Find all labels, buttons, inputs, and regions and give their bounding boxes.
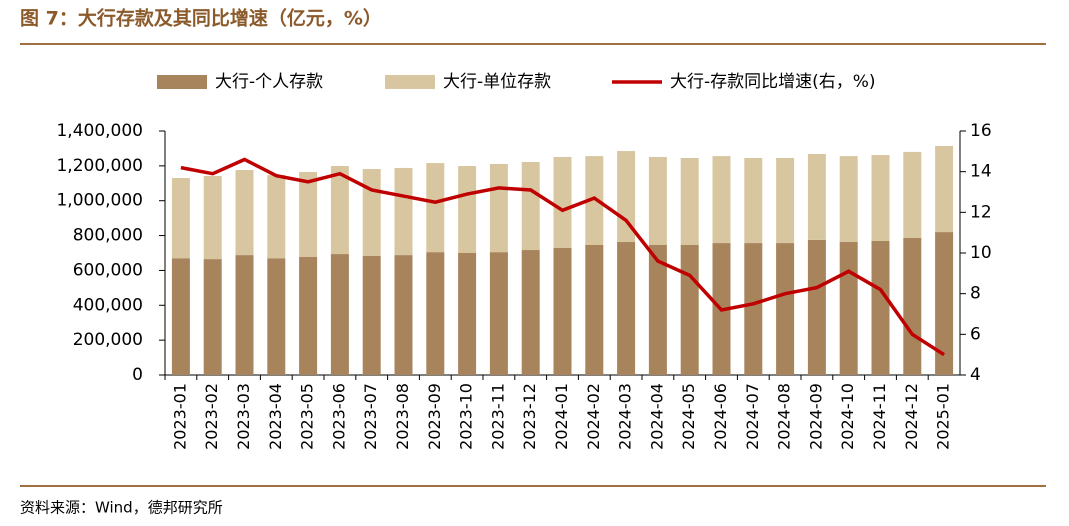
x-tick-label: 2024-12	[902, 383, 921, 450]
x-tick-label: 2023-07	[361, 383, 380, 450]
bar	[585, 244, 604, 375]
x-tick-label: 2024-01	[552, 383, 571, 450]
y2-tick-label: 14	[970, 162, 992, 182]
x-tick-label: 2023-11	[488, 383, 507, 450]
y-tick-label: 800,000	[73, 226, 143, 246]
x-tick-label: 2023-10	[457, 383, 476, 450]
x-tick-label: 2024-04	[647, 383, 666, 450]
y-tick-label: 600,000	[73, 260, 143, 280]
x-tick-label: 2024-10	[838, 383, 857, 450]
x-tick-label: 2024-08	[775, 383, 794, 450]
bar	[776, 158, 795, 244]
bar	[394, 255, 413, 375]
bar	[458, 166, 477, 253]
x-tick-label: 2023-01	[170, 383, 189, 450]
y2-tick-label: 12	[970, 202, 992, 222]
bar	[903, 151, 922, 239]
legend-swatch	[157, 75, 207, 89]
bar	[171, 178, 190, 259]
x-tick-label: 2024-05	[679, 383, 698, 450]
bar	[871, 155, 890, 241]
bar	[235, 255, 254, 375]
bar	[362, 255, 381, 375]
x-tick-label: 2023-12	[520, 383, 539, 450]
x-tick-label: 2023-09	[425, 383, 444, 450]
x-tick-label: 2023-03	[234, 383, 253, 450]
bar	[330, 254, 349, 375]
x-tick-label: 2024-11	[870, 383, 889, 450]
y-tick-label: 1,000,000	[56, 191, 143, 211]
x-tick-label: 2024-06	[711, 383, 730, 450]
y2-tick-label: 8	[970, 284, 981, 304]
x-tick-label: 2023-05	[298, 383, 317, 450]
bar	[299, 257, 318, 375]
y-tick-label: 200,000	[73, 330, 143, 350]
bar	[521, 162, 540, 251]
x-tick-label: 2023-06	[329, 383, 348, 450]
y2-tick-label: 10	[970, 243, 992, 263]
x-tick-label: 2023-04	[266, 383, 285, 450]
bar	[489, 252, 508, 375]
bar	[839, 156, 858, 243]
legend-label: 大行-存款同比增速(右，%)	[670, 72, 876, 92]
source-note: 资料来源：Wind，德邦研究所	[20, 499, 223, 517]
y-tick-label: 0	[132, 365, 143, 385]
y-tick-label: 400,000	[73, 295, 143, 315]
bar	[489, 163, 508, 253]
bar	[680, 158, 699, 245]
bar	[776, 243, 795, 375]
bar	[585, 156, 604, 245]
bar	[935, 232, 954, 375]
bar	[299, 171, 318, 258]
bar	[267, 258, 286, 375]
line	[180, 157, 946, 357]
bar	[807, 154, 826, 240]
bar	[553, 247, 572, 375]
x-tick-label: 2024-07	[743, 383, 762, 450]
chart-title: 图 7：大行存款及其同比增速（亿元，%）	[20, 7, 382, 30]
bar	[648, 244, 667, 375]
bar	[426, 163, 445, 253]
bar	[553, 156, 572, 248]
bar	[712, 156, 731, 244]
y2-tick-label: 16	[970, 121, 992, 141]
bar	[807, 239, 826, 375]
y-tick-label: 1,400,000	[56, 121, 143, 141]
bar	[871, 240, 890, 375]
x-tick-label: 2024-09	[806, 383, 825, 450]
bar	[903, 238, 922, 375]
legend-label: 大行-单位存款	[443, 72, 551, 92]
bar	[203, 259, 222, 375]
bar	[680, 244, 699, 375]
x-tick-label: 2024-03	[616, 383, 635, 450]
bar	[839, 242, 858, 375]
x-tick-label: 2023-02	[202, 383, 221, 450]
legend-swatch	[385, 75, 435, 89]
bar	[935, 145, 954, 233]
bar	[171, 258, 190, 375]
x-tick-label: 2025-01	[934, 383, 953, 450]
bar	[648, 156, 667, 245]
bar	[394, 167, 413, 256]
bar	[426, 252, 445, 375]
bar	[744, 158, 763, 244]
bar	[203, 175, 222, 260]
legend-label: 大行-个人存款	[215, 72, 323, 92]
y2-tick-label: 4	[970, 365, 981, 385]
bar	[744, 243, 763, 375]
bar	[362, 168, 381, 256]
bar	[458, 253, 477, 375]
bar	[235, 170, 254, 256]
bar	[330, 166, 349, 255]
x-tick-label: 2023-08	[393, 383, 412, 450]
y2-tick-label: 6	[970, 324, 981, 344]
x-tick-label: 2024-02	[584, 383, 603, 450]
bar	[521, 250, 540, 375]
y-tick-label: 1,200,000	[56, 156, 143, 176]
bar	[617, 242, 636, 375]
bar	[267, 175, 286, 259]
